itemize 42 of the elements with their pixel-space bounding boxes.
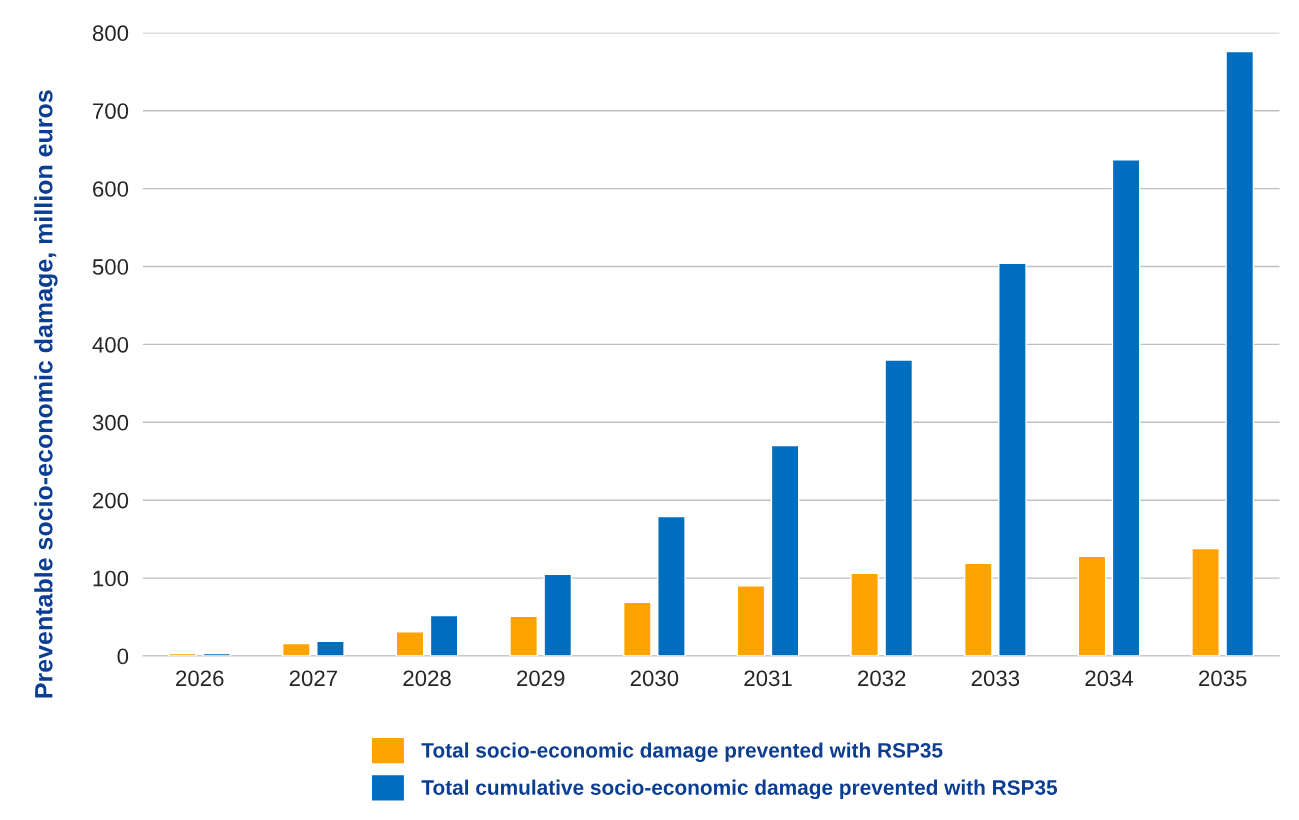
bar bbox=[770, 444, 800, 656]
y-axis-title: Preventable socio-economic damage, million euros bbox=[34, 90, 58, 698]
bar bbox=[509, 615, 538, 656]
y-tick-label: 800 bbox=[92, 25, 129, 42]
y-tick-label: 500 bbox=[92, 259, 129, 275]
legend-label: Total socio-economic damage prevented with RSP35 bbox=[421, 742, 943, 762]
y-tick-label: 100 bbox=[93, 570, 129, 587]
x-tick-label: 2033 bbox=[971, 670, 1020, 687]
bar bbox=[1077, 555, 1107, 656]
x-tick-label: 2027 bbox=[289, 670, 337, 687]
bar bbox=[1111, 159, 1141, 656]
y-tick-label: 700 bbox=[93, 103, 129, 119]
bar bbox=[281, 642, 311, 656]
bar bbox=[316, 640, 345, 656]
bar bbox=[884, 359, 914, 656]
x-tick-label: 2026 bbox=[176, 670, 224, 687]
y-tick-label: 0 bbox=[117, 648, 129, 665]
x-tick-label: 2035 bbox=[1199, 670, 1247, 687]
x-tick-label: 2028 bbox=[403, 670, 451, 687]
x-tick-label: 2029 bbox=[517, 670, 565, 687]
x-tick-label: 2030 bbox=[630, 670, 679, 687]
bar bbox=[429, 614, 459, 656]
y-tick-label: 300 bbox=[92, 414, 129, 431]
x-tick-label: 2032 bbox=[858, 670, 906, 687]
bar bbox=[543, 573, 573, 656]
x-tick-label: 2031 bbox=[744, 670, 792, 687]
bar bbox=[736, 585, 766, 656]
x-tick-label: 2034 bbox=[1085, 670, 1134, 687]
bar bbox=[395, 631, 425, 656]
y-tick-label: 200 bbox=[93, 492, 129, 509]
bar bbox=[657, 515, 686, 656]
bar bbox=[1225, 50, 1255, 656]
y-tick-label: 600 bbox=[93, 181, 129, 197]
bar bbox=[168, 652, 198, 656]
bar bbox=[1191, 547, 1220, 656]
bar bbox=[622, 601, 652, 656]
y-tick-label: 400 bbox=[92, 336, 129, 353]
bar bbox=[998, 262, 1027, 656]
legend-label: Total cumulative socio-economic damage prevented with RSP35 bbox=[421, 779, 1058, 800]
bar bbox=[202, 652, 232, 656]
bar bbox=[963, 562, 993, 656]
bar bbox=[850, 572, 879, 656]
